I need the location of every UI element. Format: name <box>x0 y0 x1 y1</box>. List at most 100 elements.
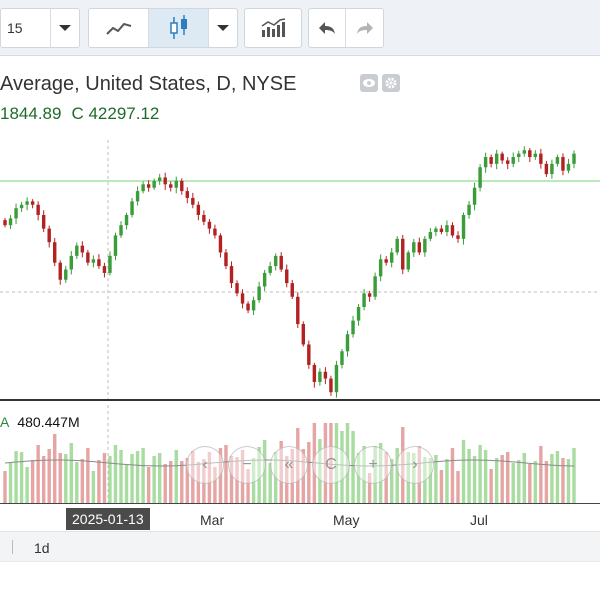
undo-icon[interactable] <box>309 9 346 47</box>
candle-body <box>356 306 361 321</box>
chevron-down-icon[interactable] <box>209 9 237 47</box>
line-chart-icon[interactable] <box>89 9 149 47</box>
candle-body <box>517 153 521 158</box>
close-value: 42297.12 <box>88 104 160 123</box>
chart-toolbar: 15 <box>0 0 600 56</box>
volume-bar <box>561 458 565 503</box>
volume-bar <box>185 458 190 503</box>
indicators-button[interactable] <box>244 8 302 48</box>
volume-bar <box>445 459 449 503</box>
candle-body <box>401 238 405 270</box>
chevron-down-icon[interactable] <box>51 9 79 47</box>
volume-bar <box>511 463 515 503</box>
volume-bar <box>533 461 538 503</box>
interval-value[interactable]: 15 <box>1 9 51 47</box>
volume-bar <box>483 450 488 503</box>
scroll-to-start-icon[interactable]: « <box>270 446 308 484</box>
candle-body <box>367 293 372 297</box>
volume-bar <box>472 456 477 503</box>
candle-body <box>213 228 217 236</box>
range-button-1d[interactable]: 1d <box>34 540 50 556</box>
volume-bar <box>434 455 438 503</box>
volume-bar <box>113 445 118 503</box>
indicators-icon[interactable] <box>245 9 301 47</box>
candle-body <box>135 191 140 202</box>
candle-body <box>296 296 300 325</box>
volume-bar <box>478 445 482 503</box>
candle-body <box>301 324 306 345</box>
candle-body <box>146 184 151 188</box>
candle-body <box>25 201 29 205</box>
candle-body <box>505 160 510 164</box>
candle-body <box>511 157 515 164</box>
candle-body <box>224 252 228 267</box>
candle-body <box>329 378 333 393</box>
candle-body <box>461 214 466 239</box>
candle-body <box>472 187 477 205</box>
candle-body <box>180 180 184 192</box>
candle-body <box>69 255 74 270</box>
candle-body <box>323 371 328 379</box>
volume-bar <box>97 460 101 503</box>
volume-chart[interactable] <box>0 405 600 503</box>
volume-bar <box>163 464 167 503</box>
volume-bar <box>395 448 399 503</box>
candle-body <box>522 150 526 154</box>
volume-bar <box>351 431 355 503</box>
candle-body <box>389 252 394 263</box>
candle-body <box>528 150 532 158</box>
interval-selector[interactable]: 15 <box>0 8 80 48</box>
candle-body <box>340 351 344 365</box>
candle-body <box>152 180 156 188</box>
volume-bar <box>36 445 40 503</box>
candle-body <box>351 320 355 335</box>
chart-title: Average, United States, D, NYSE <box>0 73 297 95</box>
candle-body <box>373 276 377 297</box>
minus-icon[interactable]: − <box>228 446 266 484</box>
volume-bar <box>19 452 24 503</box>
candle-body <box>445 225 449 233</box>
volume-bar <box>25 467 29 503</box>
history-group <box>308 8 384 48</box>
candle-body <box>273 255 278 267</box>
crosshair-date-label: 2025-01-13 <box>66 508 150 530</box>
candle-body <box>406 252 410 270</box>
reset-icon[interactable]: C <box>312 446 350 484</box>
candle-body <box>334 364 339 393</box>
zoom-out-icon[interactable]: ‹ <box>186 446 224 484</box>
volume-bar <box>450 448 455 503</box>
volume-bar <box>224 445 228 503</box>
candle-body <box>312 364 317 382</box>
candle-body <box>163 177 167 185</box>
candle-body <box>102 266 107 273</box>
candle-body <box>378 259 383 277</box>
plus-icon[interactable]: + <box>354 446 392 484</box>
volume-bar <box>152 456 156 503</box>
pane-divider[interactable] <box>0 399 600 401</box>
settings-icon[interactable] <box>382 74 400 92</box>
candle-body <box>191 197 195 205</box>
candle-body <box>566 163 571 171</box>
candle-body <box>86 252 90 263</box>
eye-icon[interactable] <box>360 74 378 92</box>
candle-body <box>235 283 239 294</box>
legend-actions <box>360 74 400 92</box>
time-label-may: May <box>333 512 360 528</box>
time-axis[interactable]: 2025-01-13 Mar May Jul <box>0 503 600 531</box>
candle-body <box>550 163 554 175</box>
candle-body <box>456 235 460 239</box>
candle-body <box>3 220 7 226</box>
candle-body <box>246 303 250 311</box>
scroll-to-end-icon[interactable]: › <box>396 446 434 484</box>
candlestick-icon[interactable] <box>149 9 209 47</box>
candle-body <box>478 167 482 188</box>
candle-body <box>169 184 173 188</box>
candle-body <box>185 191 190 198</box>
volume-bar <box>69 443 74 503</box>
candle-body <box>240 293 245 304</box>
candle-body <box>124 214 129 226</box>
candle-body <box>434 228 438 233</box>
redo-icon[interactable] <box>346 9 383 47</box>
volume-bar <box>102 453 107 503</box>
price-chart[interactable] <box>0 140 600 399</box>
